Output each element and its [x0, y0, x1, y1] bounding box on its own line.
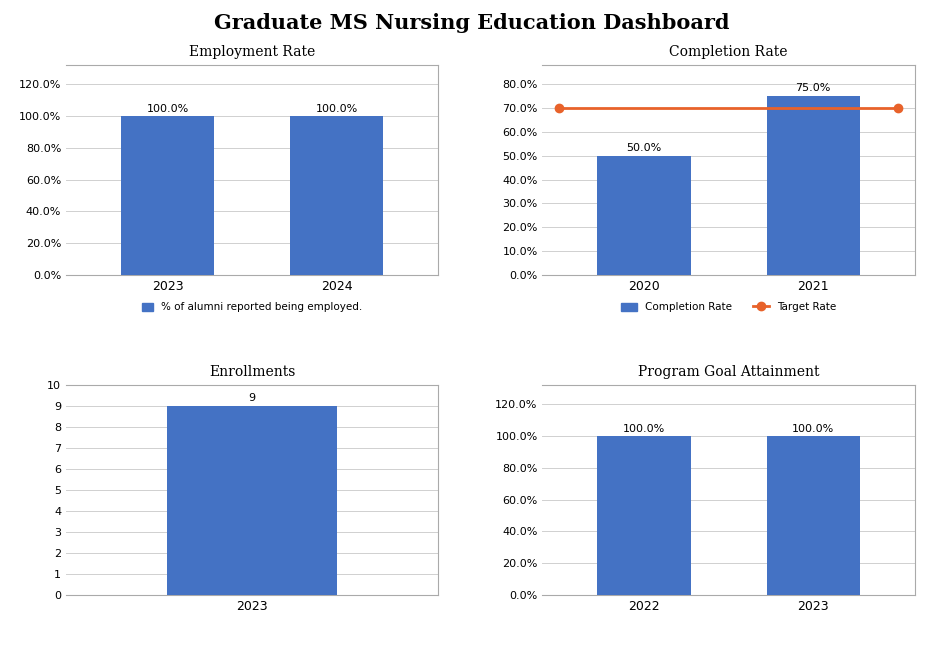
Text: 50.0%: 50.0% — [626, 143, 662, 153]
Text: 100.0%: 100.0% — [623, 424, 665, 434]
Title: Program Goal Attainment: Program Goal Attainment — [637, 366, 819, 379]
Text: 75.0%: 75.0% — [796, 83, 831, 93]
Title: Enrollments: Enrollments — [209, 366, 295, 379]
Text: 100.0%: 100.0% — [792, 424, 835, 434]
Bar — [290, 116, 383, 275]
Bar — [167, 406, 338, 595]
Bar — [598, 435, 690, 595]
Bar — [121, 116, 214, 275]
Text: 100.0%: 100.0% — [146, 104, 189, 114]
Text: Graduate MS Nursing Education Dashboard: Graduate MS Nursing Education Dashboard — [214, 13, 729, 33]
Bar — [767, 435, 860, 595]
Legend: Completion Rate, Target Rate: Completion Rate, Target Rate — [617, 298, 840, 316]
Bar — [767, 96, 860, 275]
Text: 9: 9 — [249, 393, 256, 403]
Title: Completion Rate: Completion Rate — [670, 45, 787, 60]
Title: Employment Rate: Employment Rate — [189, 45, 315, 60]
Legend: % of alumni reported being employed.: % of alumni reported being employed. — [138, 298, 366, 316]
Bar — [598, 156, 690, 275]
Text: 100.0%: 100.0% — [316, 104, 357, 114]
